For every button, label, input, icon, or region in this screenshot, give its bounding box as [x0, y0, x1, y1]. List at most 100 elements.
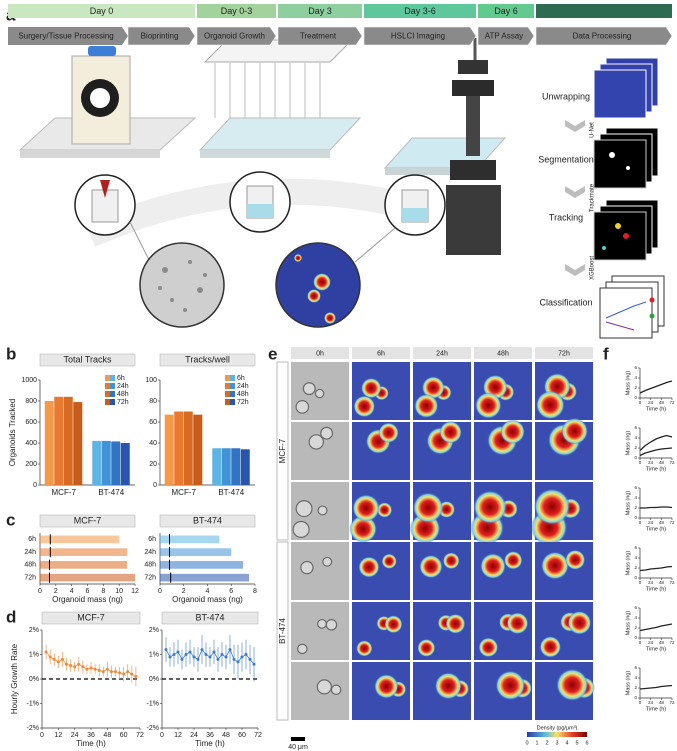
micrograph	[413, 542, 471, 600]
micrograph	[352, 602, 410, 660]
point	[105, 667, 109, 671]
cell	[374, 674, 399, 699]
micrograph	[413, 602, 471, 660]
y-tick-label: 48h	[144, 562, 156, 569]
point	[180, 657, 184, 661]
bar	[63, 396, 73, 485]
point	[65, 662, 68, 666]
cell	[480, 553, 506, 579]
y-tick-label: 2	[634, 565, 637, 570]
y-tick-label: 4	[634, 675, 637, 680]
y-tick-label: 0	[153, 482, 157, 489]
point	[200, 648, 204, 652]
legend-label: 72h	[237, 399, 249, 406]
row-header	[276, 541, 289, 721]
point	[93, 667, 97, 671]
point	[216, 657, 220, 661]
point	[228, 648, 232, 652]
day-label: Day 3-6	[404, 6, 436, 16]
x-tick-label: 2	[182, 588, 186, 595]
bar	[231, 448, 241, 485]
cell	[308, 434, 324, 450]
workflow-label: Unwrapping	[542, 91, 590, 101]
micrograph	[352, 422, 410, 480]
y-tick-label: 4	[634, 435, 637, 440]
cell	[442, 552, 460, 570]
point	[89, 666, 93, 670]
model-label: U-Net	[590, 122, 596, 138]
point	[208, 655, 212, 659]
y-tick-label: -2%	[147, 725, 159, 732]
y-tick-label: 400	[25, 440, 37, 447]
y-tick-label: 0	[634, 455, 637, 460]
point	[130, 672, 134, 676]
x-tick-label: 48	[659, 400, 665, 405]
y-axis-label: Mass (ng)	[625, 611, 631, 636]
x-tick-label: 48	[659, 460, 665, 465]
point	[248, 657, 252, 661]
legend-swatch	[225, 383, 230, 389]
x-tick-label: 2	[54, 588, 58, 595]
x-tick-label: 72	[669, 520, 675, 525]
cell	[376, 502, 393, 518]
cell	[300, 560, 314, 575]
colorbar	[527, 732, 587, 737]
point	[176, 650, 180, 654]
cell	[353, 395, 376, 418]
x-tick-label: 72	[669, 700, 675, 705]
chart-title-box	[39, 514, 136, 528]
point	[196, 657, 200, 661]
x-tick-label: 0	[639, 700, 642, 705]
y-tick-label: 4	[634, 615, 637, 620]
point	[134, 675, 138, 679]
cell	[445, 613, 466, 634]
y-tick-label: 24h	[144, 549, 156, 556]
micrograph	[352, 362, 410, 420]
x-tick-label: 48	[659, 580, 665, 585]
cell	[535, 390, 565, 420]
cell	[533, 488, 571, 525]
micrograph	[474, 542, 532, 600]
cell	[475, 392, 502, 419]
point	[48, 655, 52, 659]
day-header	[536, 4, 672, 18]
series-line	[640, 506, 673, 509]
x-tick-label: 24	[648, 400, 654, 405]
micrograph	[291, 542, 349, 600]
x-tick-label: 48	[222, 732, 230, 739]
y-tick-label: 4	[634, 495, 637, 500]
point	[220, 653, 224, 656]
legend-swatch	[230, 399, 235, 405]
x-tick-label: 0	[639, 580, 642, 585]
step-label: Surgery/Tissue Processing	[18, 32, 113, 41]
x-tick-label: 10	[115, 588, 123, 595]
cell	[330, 684, 342, 696]
micrograph	[413, 362, 471, 420]
micrograph	[474, 662, 532, 720]
step-label: HSLCI Imaging	[391, 32, 445, 41]
cell	[295, 500, 313, 518]
x-axis-label: Time (h)	[646, 586, 666, 592]
x-tick-label: 24	[190, 732, 198, 739]
step-arrow	[535, 26, 673, 46]
bar	[92, 440, 102, 485]
x-tick-label: 24	[648, 700, 654, 705]
x-tick-label: 12	[54, 732, 62, 739]
cell	[352, 494, 380, 522]
chart-title: BT-474	[195, 612, 224, 622]
y-tick-label: 40	[149, 440, 157, 447]
step-arrow	[363, 26, 477, 46]
micrograph	[470, 482, 532, 545]
micrograph	[291, 422, 349, 480]
cell	[565, 549, 586, 570]
colorbar-tick: 1	[535, 740, 538, 746]
column-label: 6h	[377, 350, 385, 357]
day-header	[197, 4, 276, 18]
series-line	[639, 623, 673, 632]
cell	[349, 515, 377, 543]
chart-title-box	[161, 611, 259, 625]
y-tick-label: 2	[634, 685, 637, 690]
strip	[160, 561, 244, 569]
x-tick-label: 72	[669, 580, 675, 585]
series-line	[639, 380, 673, 394]
